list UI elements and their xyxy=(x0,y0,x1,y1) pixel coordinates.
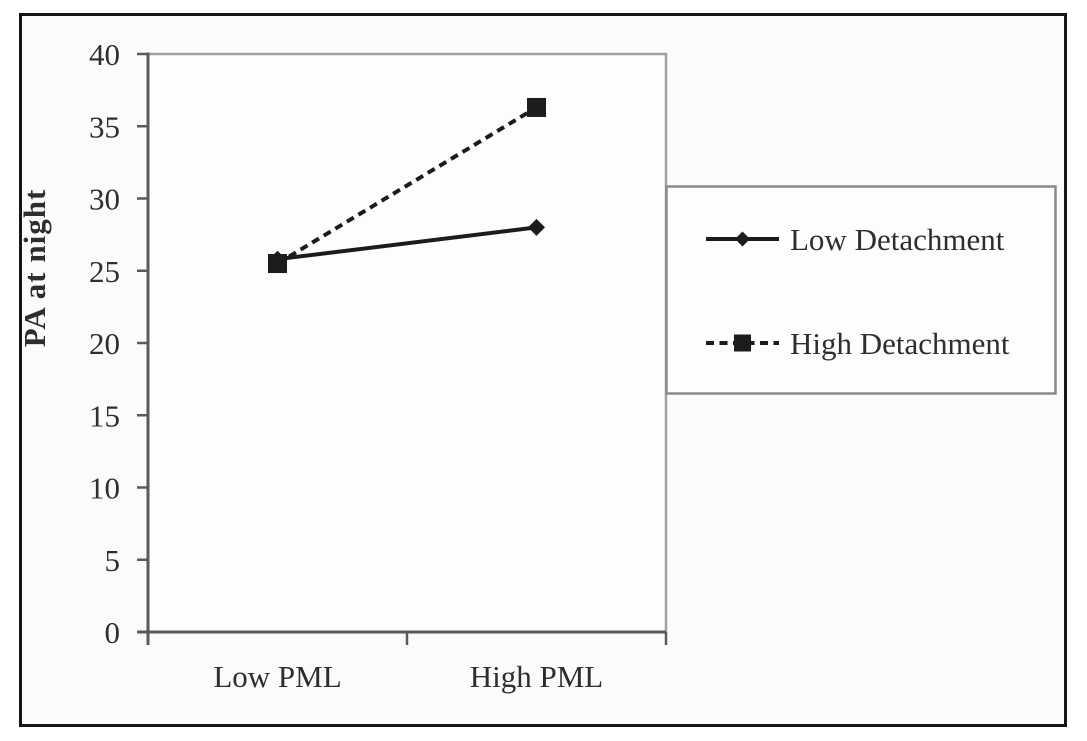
data-marker-square-high-detachment xyxy=(268,254,287,274)
x-category-label: High PML xyxy=(470,659,604,694)
y-tick-label: 30 xyxy=(89,182,120,217)
y-tick-label: 15 xyxy=(89,398,120,433)
y-tick-label: 20 xyxy=(89,326,120,361)
y-tick-label: 25 xyxy=(89,254,120,289)
legend-label-high-detachment: High Detachment xyxy=(790,326,1010,361)
legend-box xyxy=(665,185,1057,395)
legend-marker-high-detachment xyxy=(734,334,751,352)
y-tick-label: 0 xyxy=(105,615,121,650)
y-tick-label: 5 xyxy=(105,543,121,578)
y-tick-label: 40 xyxy=(89,37,120,72)
data-marker-diamond-low-detachment xyxy=(528,218,545,236)
y-tick-label: 35 xyxy=(89,109,120,144)
x-category-label: Low PML xyxy=(213,659,341,694)
y-tick-label: 10 xyxy=(89,471,120,506)
plot-area xyxy=(146,52,668,634)
data-marker-square-high-detachment xyxy=(527,97,546,117)
legend-label-low-detachment: Low Detachment xyxy=(790,222,1005,257)
legend-marker-low-detachment xyxy=(735,231,750,247)
series-line-high-detachment xyxy=(276,105,538,266)
y-axis-title: PA at night xyxy=(17,189,52,348)
series-line-low-detachment xyxy=(277,225,537,262)
